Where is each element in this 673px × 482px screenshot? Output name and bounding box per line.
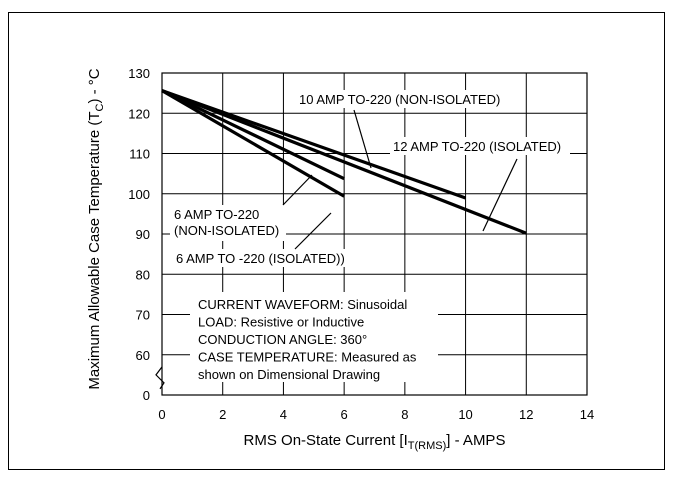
axis-break-mark	[155, 366, 165, 390]
y-tick-label: 60	[136, 348, 150, 363]
note-line: shown on Dimensional Drawing	[198, 367, 380, 382]
label-10a-non-isolated: 10 AMP TO-220 (NON-ISOLATED)	[299, 92, 500, 107]
note-line: LOAD: Resistive or Inductive	[198, 315, 364, 330]
tick-labels: 0 2 4 6 8 10 12 14 0 60 70 80 90 100 110 120 130	[128, 66, 594, 422]
y-tick-label: 130	[128, 66, 150, 81]
x-tick-label: 12	[519, 407, 533, 422]
x-tick-label: 8	[401, 407, 408, 422]
y-tick-label: 90	[136, 227, 150, 242]
note-line: CURRENT WAVEFORM: Sinusoidal	[198, 297, 407, 312]
series-line	[161, 89, 345, 198]
note-line: CASE TEMPERATURE: Measured as	[198, 350, 417, 365]
x-axis-label: RMS On-State Current [IT(RMS)] - AMPS	[244, 432, 506, 452]
y-tick-label: 110	[129, 147, 150, 162]
axis-break	[155, 366, 165, 390]
x-tick-label: 10	[458, 407, 472, 422]
series-line	[161, 89, 467, 200]
label-background	[296, 90, 508, 108]
label-background	[390, 137, 570, 155]
x-tick-label: 6	[341, 407, 348, 422]
y-tick-label: 70	[136, 308, 150, 323]
leader-line	[294, 212, 332, 250]
x-tick-label: 14	[580, 407, 594, 422]
x-tick-label: 4	[280, 407, 287, 422]
series-labels: 10 AMP TO-220 (NON-ISOLATED) 12 AMP TO-22…	[170, 90, 570, 267]
notes-box	[190, 292, 438, 382]
leader-line	[353, 109, 372, 169]
y-tick-label: 80	[136, 267, 150, 282]
y-axis-label: Maximum Allowable Case Temperature (TC) …	[86, 68, 106, 389]
y-tick-label: 100	[128, 187, 150, 202]
label-background	[170, 205, 286, 241]
label-6a-isolated: 6 AMP TO -220 (ISOLATED))	[176, 251, 345, 266]
chart-frame: CURRENT WAVEFORM: Sinusoidal LOAD: Resist…	[8, 12, 665, 470]
series-lines	[161, 89, 527, 235]
series-line	[161, 89, 345, 181]
leader-line	[482, 158, 518, 232]
label-background	[173, 249, 363, 267]
y-tick-label: 120	[128, 106, 150, 121]
label-6a-non-isolated-line1: 6 AMP TO-220	[174, 207, 259, 222]
x-tick-label: 0	[158, 407, 165, 422]
label-12a-isolated: 12 AMP TO-220 (ISOLATED)	[393, 139, 561, 154]
case-temperature-chart: CURRENT WAVEFORM: Sinusoidal LOAD: Resist…	[86, 66, 594, 452]
label-6a-non-isolated-line2: (NON-ISOLATED)	[174, 223, 279, 238]
leader-line	[282, 174, 313, 206]
notes: CURRENT WAVEFORM: Sinusoidal LOAD: Resist…	[198, 297, 417, 382]
series-line	[161, 89, 527, 235]
note-line: CONDUCTION ANGLE: 360°	[198, 332, 367, 347]
y-tick-label: 0	[143, 388, 150, 403]
x-tick-label: 2	[219, 407, 226, 422]
